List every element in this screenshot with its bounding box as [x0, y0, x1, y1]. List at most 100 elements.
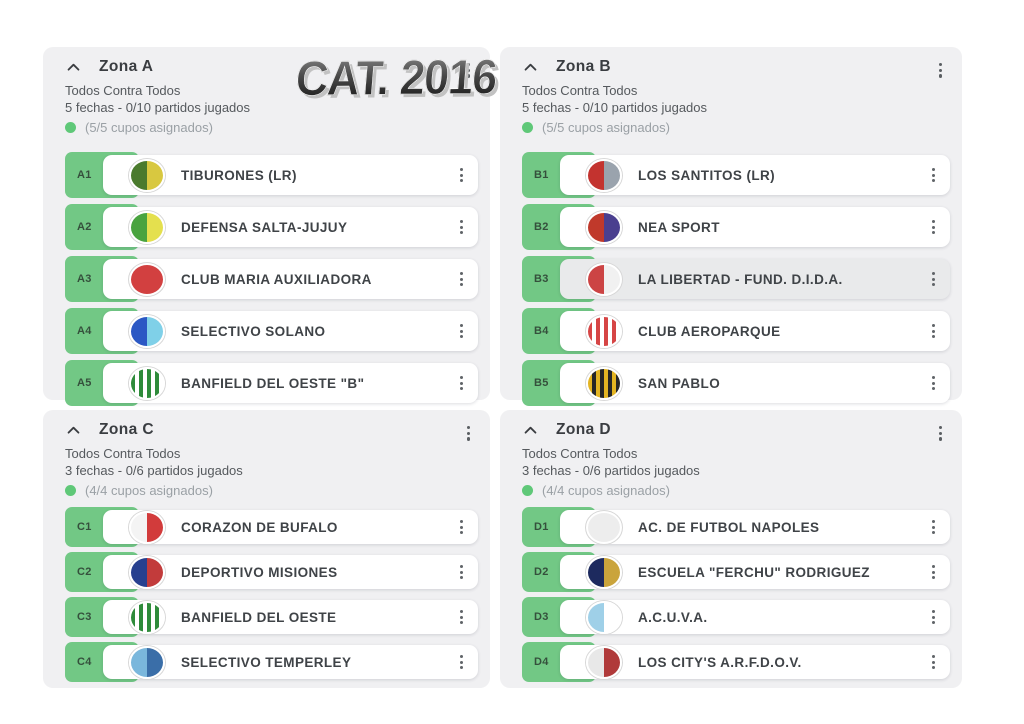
- zone-header: Zona B Todos Contra Todos 5 fechas - 0/1…: [500, 47, 962, 136]
- team-menu-icon[interactable]: [460, 168, 463, 182]
- zone-menu-icon[interactable]: [464, 423, 473, 444]
- team-row[interactable]: C2 DEPORTIVO MISIONES: [65, 552, 478, 592]
- team-name: SAN PABLO: [638, 375, 721, 391]
- team-menu-icon[interactable]: [932, 520, 935, 534]
- team-card[interactable]: DEFENSA SALTA-JUJUY: [103, 207, 478, 247]
- zone-header: Zona D Todos Contra Todos 3 fechas - 0/6…: [500, 410, 962, 499]
- team-name: CLUB MARIA AUXILIADORA: [181, 271, 372, 287]
- team-card[interactable]: SELECTIVO SOLANO: [103, 311, 478, 351]
- zone-header: Zona A Todos Contra Todos 5 fechas - 0/1…: [43, 47, 490, 136]
- team-menu-icon[interactable]: [460, 220, 463, 234]
- team-menu-icon[interactable]: [932, 220, 935, 234]
- team-row[interactable]: D1 AC. DE FUTBOL NAPOLES: [522, 507, 950, 547]
- zone-title: Zona A: [99, 58, 154, 75]
- team-name: LA LIBERTAD - FUND. D.I.D.A.: [638, 271, 843, 287]
- team-card[interactable]: AC. DE FUTBOL NAPOLES: [560, 510, 950, 544]
- team-name: DEFENSA SALTA-JUJUY: [181, 219, 348, 235]
- team-crest-icon: [129, 600, 165, 634]
- team-menu-icon[interactable]: [932, 655, 935, 669]
- zone-menu-icon[interactable]: [464, 60, 473, 81]
- team-card[interactable]: SELECTIVO TEMPERLEY: [103, 645, 478, 679]
- team-crest-icon: [129, 510, 165, 544]
- team-row[interactable]: A3 CLUB MARIA AUXILIADORA: [65, 256, 478, 302]
- team-row[interactable]: A2 DEFENSA SALTA-JUJUY: [65, 204, 478, 250]
- team-card[interactable]: LOS CITY'S A.R.F.D.O.V.: [560, 645, 950, 679]
- team-row[interactable]: A1 TIBURONES (LR): [65, 152, 478, 198]
- team-menu-icon[interactable]: [460, 272, 463, 286]
- team-crest-icon: [129, 210, 165, 244]
- team-menu-icon[interactable]: [932, 324, 935, 338]
- team-row[interactable]: B5 SAN PABLO: [522, 360, 950, 406]
- team-row[interactable]: A4 SELECTIVO SOLANO: [65, 308, 478, 354]
- chevron-up-icon[interactable]: [65, 59, 82, 76]
- team-row[interactable]: B4 CLUB AEROPARQUE: [522, 308, 950, 354]
- team-menu-icon[interactable]: [460, 376, 463, 390]
- team-menu-icon[interactable]: [932, 272, 935, 286]
- zone-format: Todos Contra Todos: [65, 83, 181, 98]
- team-card[interactable]: NEA SPORT: [560, 207, 950, 247]
- team-menu-icon[interactable]: [932, 610, 935, 624]
- team-menu-icon[interactable]: [460, 565, 463, 579]
- zone-menu-icon[interactable]: [936, 423, 945, 444]
- team-name: ESCUELA "FERCHU" RODRIGUEZ: [638, 564, 870, 580]
- zone-header: Zona C Todos Contra Todos 3 fechas - 0/6…: [43, 410, 490, 499]
- team-name: SELECTIVO TEMPERLEY: [181, 654, 352, 670]
- chevron-up-icon[interactable]: [65, 422, 82, 439]
- team-menu-icon[interactable]: [460, 520, 463, 534]
- team-crest-icon: [586, 645, 622, 679]
- team-menu-icon[interactable]: [932, 168, 935, 182]
- team-card[interactable]: CLUB MARIA AUXILIADORA: [103, 259, 478, 299]
- zone-slots-text: (5/5 cupos asignados): [85, 120, 213, 135]
- zone-format: Todos Contra Todos: [522, 83, 638, 98]
- team-menu-icon[interactable]: [932, 376, 935, 390]
- team-row[interactable]: B3 LA LIBERTAD - FUND. D.I.D.A.: [522, 256, 950, 302]
- team-card[interactable]: LA LIBERTAD - FUND. D.I.D.A.: [560, 259, 950, 299]
- team-card[interactable]: DEPORTIVO MISIONES: [103, 555, 478, 589]
- zone-format: Todos Contra Todos: [522, 446, 638, 461]
- zone-title: Zona B: [556, 58, 611, 75]
- team-card[interactable]: A.C.U.V.A.: [560, 600, 950, 634]
- team-card[interactable]: CORAZON DE BUFALO: [103, 510, 478, 544]
- team-row[interactable]: C3 BANFIELD DEL OESTE: [65, 597, 478, 637]
- team-row[interactable]: C1 CORAZON DE BUFALO: [65, 507, 478, 547]
- team-crest-icon: [586, 262, 622, 296]
- team-row[interactable]: D3 A.C.U.V.A.: [522, 597, 950, 637]
- chevron-up-icon[interactable]: [522, 422, 539, 439]
- team-crest-icon: [129, 366, 165, 400]
- team-row[interactable]: A5 BANFIELD DEL OESTE "B": [65, 360, 478, 406]
- team-name: CORAZON DE BUFALO: [181, 519, 338, 535]
- team-card[interactable]: LOS SANTITOS (LR): [560, 155, 950, 195]
- team-card[interactable]: ESCUELA "FERCHU" RODRIGUEZ: [560, 555, 950, 589]
- team-list: A1 TIBURONES (LR) A2 DEFENSA SALTA-JUJUY…: [43, 152, 490, 406]
- team-row[interactable]: D4 LOS CITY'S A.R.F.D.O.V.: [522, 642, 950, 682]
- team-name: LOS SANTITOS (LR): [638, 167, 776, 183]
- team-card[interactable]: SAN PABLO: [560, 363, 950, 403]
- team-menu-icon[interactable]: [460, 610, 463, 624]
- zone-title: Zona D: [556, 421, 611, 438]
- team-crest-icon: [129, 158, 165, 192]
- team-row[interactable]: B2 NEA SPORT: [522, 204, 950, 250]
- team-crest-icon: [586, 158, 622, 192]
- team-card[interactable]: CLUB AEROPARQUE: [560, 311, 950, 351]
- zone-slots-text: (4/4 cupos asignados): [85, 483, 213, 498]
- team-row[interactable]: B1 LOS SANTITOS (LR): [522, 152, 950, 198]
- team-row[interactable]: D2 ESCUELA "FERCHU" RODRIGUEZ: [522, 552, 950, 592]
- team-card[interactable]: BANFIELD DEL OESTE: [103, 600, 478, 634]
- slots-status-dot-icon: [65, 485, 76, 496]
- chevron-up-icon[interactable]: [522, 59, 539, 76]
- team-menu-icon[interactable]: [460, 324, 463, 338]
- team-name: DEPORTIVO MISIONES: [181, 564, 338, 580]
- team-crest-icon: [586, 510, 622, 544]
- team-name: A.C.U.V.A.: [638, 609, 708, 625]
- team-card[interactable]: BANFIELD DEL OESTE "B": [103, 363, 478, 403]
- slots-status-dot-icon: [522, 122, 533, 133]
- slots-status-dot-icon: [522, 485, 533, 496]
- team-card[interactable]: TIBURONES (LR): [103, 155, 478, 195]
- zone-fixture: 5 fechas - 0/10 partidos jugados: [65, 100, 251, 115]
- zone-menu-icon[interactable]: [936, 60, 945, 81]
- team-row[interactable]: C4 SELECTIVO TEMPERLEY: [65, 642, 478, 682]
- team-menu-icon[interactable]: [460, 655, 463, 669]
- team-menu-icon[interactable]: [932, 565, 935, 579]
- zone-title: Zona C: [99, 421, 154, 438]
